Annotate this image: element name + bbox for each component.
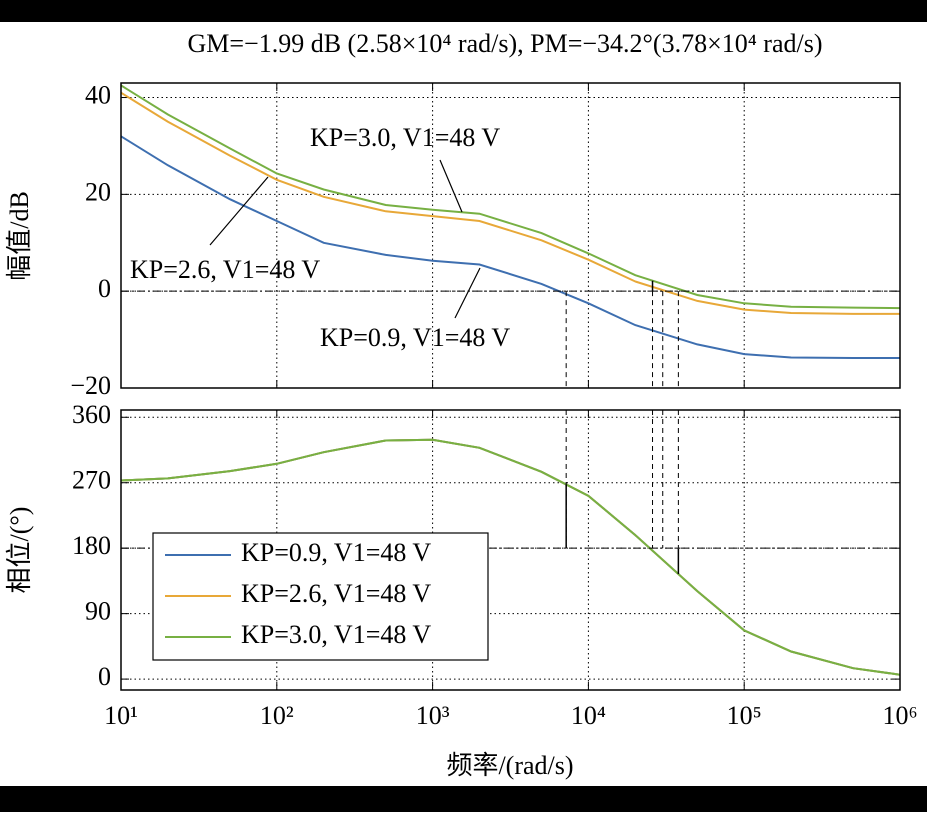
annotation: KP=3.0, V1=48 V	[310, 123, 500, 152]
annotation-leader	[439, 159, 463, 213]
annotation-leader	[209, 176, 269, 246]
series-line	[120, 84, 901, 310]
y-tick-label: 0	[98, 662, 111, 691]
y-tick-label: 0	[98, 274, 111, 303]
x-axis-label: 频率/(rad/s)	[446, 751, 573, 780]
y-axis-label: 相位/(°)	[5, 507, 34, 594]
x-tick-label: 10²	[260, 701, 294, 730]
plot-area	[121, 83, 900, 388]
x-tick-label: 10¹	[104, 701, 138, 730]
plot-border	[120, 82, 901, 389]
bottom-band	[0, 786, 927, 812]
x-tick-label: 10⁶	[882, 701, 917, 730]
series-line	[120, 438, 901, 676]
y-tick-label: 360	[72, 400, 111, 429]
top-band	[0, 0, 927, 22]
x-tick-label: 10⁴	[571, 701, 606, 730]
plot-border	[120, 409, 901, 691]
annotation-leader	[454, 267, 481, 319]
legend-label: KP=2.6, V1=48 V	[241, 579, 431, 608]
y-tick-label: 270	[72, 466, 111, 495]
y-tick-label: 20	[85, 177, 111, 206]
y-tick-label: 180	[72, 531, 111, 560]
annotation: KP=0.9, V1=48 V	[320, 323, 510, 352]
y-tick-label: 90	[85, 597, 111, 626]
series-line	[120, 135, 900, 359]
legend-label: KP=3.0, V1=48 V	[241, 620, 431, 649]
chart-title: GM=−1.99 dB (2.58×10⁴ rad/s), PM=−34.2°(…	[187, 29, 822, 58]
y-axis-label: 幅值/dB	[5, 191, 34, 281]
series-line	[120, 91, 900, 315]
annotation: KP=2.6, V1=48 V	[130, 255, 320, 284]
x-tick-label: 10⁵	[727, 701, 762, 730]
y-tick-label: 40	[85, 80, 111, 109]
legend-label: KP=0.9, V1=48 V	[241, 538, 431, 567]
x-tick-label: 10³	[416, 701, 450, 730]
y-tick-label: −20	[70, 371, 111, 400]
